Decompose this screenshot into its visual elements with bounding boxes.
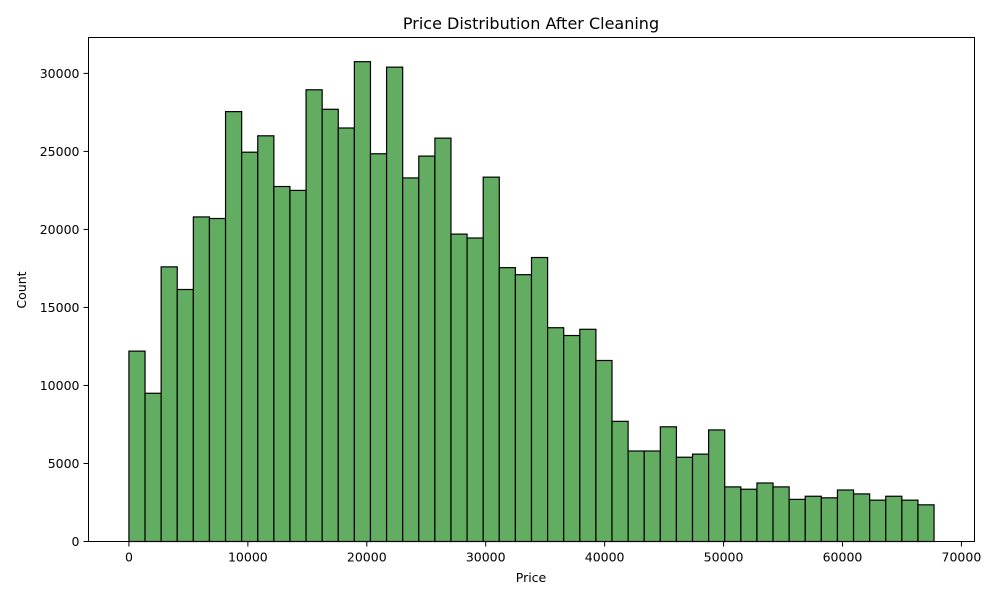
chart-title: Price Distribution After Cleaning	[403, 14, 659, 33]
x-tick-label: 10000	[228, 550, 268, 565]
histogram-bar	[434, 137, 452, 543]
histogram-bar	[530, 256, 549, 543]
histogram-bar	[321, 108, 339, 543]
histogram-bar	[772, 486, 790, 543]
histogram-bar	[595, 359, 613, 543]
histogram-bar	[289, 189, 307, 543]
x-tick-label: 20000	[347, 550, 387, 565]
y-tick-label: 20000	[40, 222, 80, 237]
histogram-bar	[144, 392, 162, 543]
histogram-bar	[659, 426, 678, 543]
histogram-bar	[257, 135, 275, 543]
histogram-bar	[643, 450, 661, 543]
histogram-bar	[563, 334, 581, 543]
x-tick-label: 60000	[823, 550, 863, 565]
y-axis-label: Count	[14, 271, 29, 308]
x-tick-label: 0	[125, 550, 133, 565]
histogram-bar	[579, 328, 597, 543]
histogram-bar	[402, 177, 420, 543]
histogram-bar	[305, 89, 323, 543]
histogram-bar	[369, 153, 388, 543]
x-tick-label: 50000	[704, 550, 744, 565]
y-axis-ticks: 0 5000 10000 15000 20000 25000 30000	[40, 66, 89, 549]
histogram-bar	[353, 61, 372, 543]
histogram-bar	[852, 493, 871, 543]
histogram-bar	[901, 499, 919, 543]
histogram-bar	[885, 495, 903, 543]
histogram-bar	[128, 350, 146, 543]
histogram-bar	[836, 489, 855, 543]
histogram-bar	[724, 486, 742, 543]
histogram-bar	[611, 420, 629, 543]
y-tick-label: 10000	[40, 378, 80, 393]
histogram-bar	[385, 66, 404, 543]
histogram-bar	[627, 450, 645, 543]
histogram-bar	[160, 266, 178, 543]
plot-frame	[88, 37, 975, 542]
histogram-bar	[820, 497, 839, 543]
x-axis-ticks: 0 10000 20000 30000 40000 50000 60000 70000	[125, 541, 982, 565]
histogram-bar	[241, 151, 259, 543]
y-tick-label: 15000	[40, 300, 80, 315]
histogram-bar	[273, 185, 291, 543]
histogram-bar	[176, 288, 194, 543]
histogram-bar	[450, 233, 468, 543]
histogram-bar	[756, 482, 774, 543]
histogram-bar	[546, 327, 565, 543]
x-axis-label: Price	[516, 570, 547, 585]
histogram-bar	[337, 127, 355, 543]
histogram-bar	[675, 456, 694, 543]
histogram-bar	[208, 217, 227, 543]
x-tick-label: 30000	[466, 550, 506, 565]
histogram-bar	[788, 498, 806, 543]
histogram-bar	[482, 176, 500, 543]
histogram-bar	[917, 504, 935, 543]
histogram-bar	[869, 499, 887, 543]
x-tick-label: 70000	[942, 550, 982, 565]
histogram-bar	[514, 274, 533, 543]
histogram-bar	[708, 429, 726, 543]
y-tick-label: 0	[72, 534, 80, 549]
y-tick-label: 25000	[40, 144, 80, 159]
y-tick-label: 30000	[40, 66, 80, 81]
histogram-bar	[740, 488, 758, 543]
histogram-bar	[192, 216, 211, 543]
histogram-bar	[691, 453, 710, 543]
histogram-bar	[804, 495, 822, 543]
histogram-bar	[418, 155, 436, 543]
y-tick-label: 5000	[48, 456, 80, 471]
histogram-bar	[224, 111, 243, 543]
histogram-bar	[498, 267, 516, 543]
x-tick-label: 40000	[585, 550, 625, 565]
histogram-bar	[466, 237, 484, 543]
